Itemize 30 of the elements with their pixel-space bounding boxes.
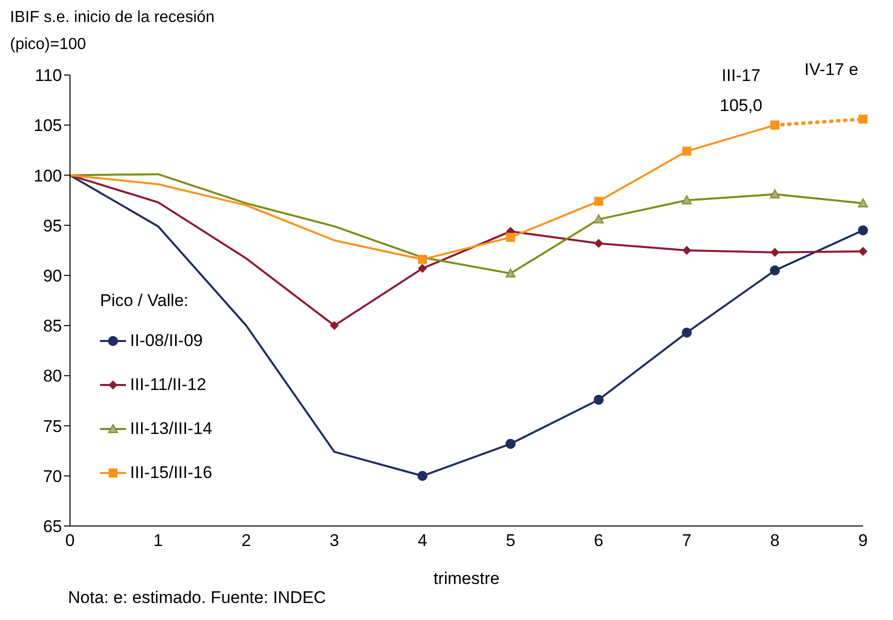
y-tick-label: 100 [34,166,62,186]
y-tick-label: 95 [43,216,62,236]
legend-label: II-08/II-09 [130,331,203,351]
y-tick-label: 85 [43,316,62,336]
x-tick-label: 9 [858,531,868,550]
annotation: III-17 105,0 [720,66,762,116]
x-tick-label: 0 [65,531,75,550]
y-axis-title: IBIF s.e. inicio de la recesión (pico)=100 [10,8,216,55]
x-tick-label: 2 [241,531,251,550]
x-tick-label: 1 [153,531,163,550]
x-tick-label: 4 [418,531,428,550]
legend-label: III-15/III-16 [130,463,212,483]
x-tick-label: 8 [770,531,780,550]
y-tick-label: 90 [43,266,62,286]
y-tick-label: 110 [34,66,62,86]
text: Nota: e: estimado. Fuente: INDEC [68,588,326,608]
annotation: IV-17 e [804,60,858,80]
y-tick-label: 70 [43,466,62,486]
y-tick-label: 65 [43,517,62,536]
x-axis-title: trimestre [433,569,500,588]
y-tick-label: 75 [43,416,62,436]
x-tick-label: 7 [682,531,692,550]
legend-label: III-11/II-12 [130,375,206,395]
legend-label: III-13/III-14 [130,419,212,439]
x-tick-label: 5 [506,531,516,550]
x-tick-label: 6 [594,531,604,550]
y-tick-label: 80 [43,366,62,386]
legend-title: Pico / Valle: [100,291,190,311]
y-tick-label: 105 [34,116,62,136]
x-tick-label: 3 [330,531,340,550]
